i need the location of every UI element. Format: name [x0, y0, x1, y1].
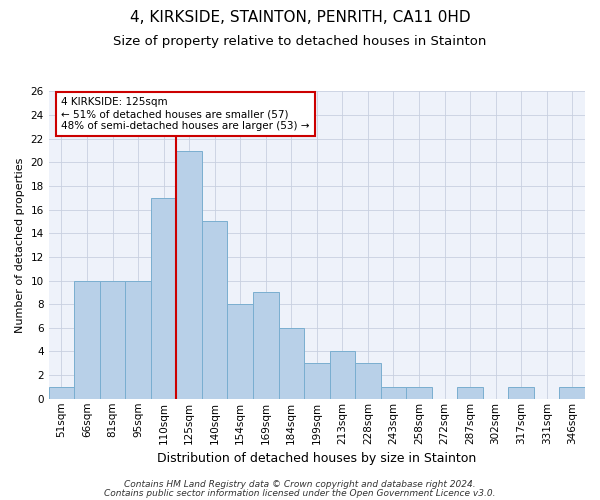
- Bar: [227, 304, 253, 399]
- Text: 4 KIRKSIDE: 125sqm
← 51% of detached houses are smaller (57)
48% of semi-detache: 4 KIRKSIDE: 125sqm ← 51% of detached hou…: [61, 98, 310, 130]
- Bar: [49, 387, 74, 399]
- Bar: [74, 280, 100, 399]
- Text: 4, KIRKSIDE, STAINTON, PENRITH, CA11 0HD: 4, KIRKSIDE, STAINTON, PENRITH, CA11 0HD: [130, 10, 470, 25]
- Bar: [380, 387, 406, 399]
- Bar: [559, 387, 585, 399]
- Bar: [278, 328, 304, 399]
- Text: Size of property relative to detached houses in Stainton: Size of property relative to detached ho…: [113, 35, 487, 48]
- Bar: [508, 387, 534, 399]
- Text: Contains public sector information licensed under the Open Government Licence v3: Contains public sector information licen…: [104, 488, 496, 498]
- X-axis label: Distribution of detached houses by size in Stainton: Distribution of detached houses by size …: [157, 452, 476, 465]
- Bar: [457, 387, 483, 399]
- Bar: [355, 364, 380, 399]
- Bar: [125, 280, 151, 399]
- Bar: [202, 222, 227, 399]
- Bar: [329, 352, 355, 399]
- Text: Contains HM Land Registry data © Crown copyright and database right 2024.: Contains HM Land Registry data © Crown c…: [124, 480, 476, 489]
- Y-axis label: Number of detached properties: Number of detached properties: [15, 158, 25, 333]
- Bar: [253, 292, 278, 399]
- Bar: [176, 150, 202, 399]
- Bar: [100, 280, 125, 399]
- Bar: [151, 198, 176, 399]
- Bar: [406, 387, 432, 399]
- Bar: [304, 364, 329, 399]
